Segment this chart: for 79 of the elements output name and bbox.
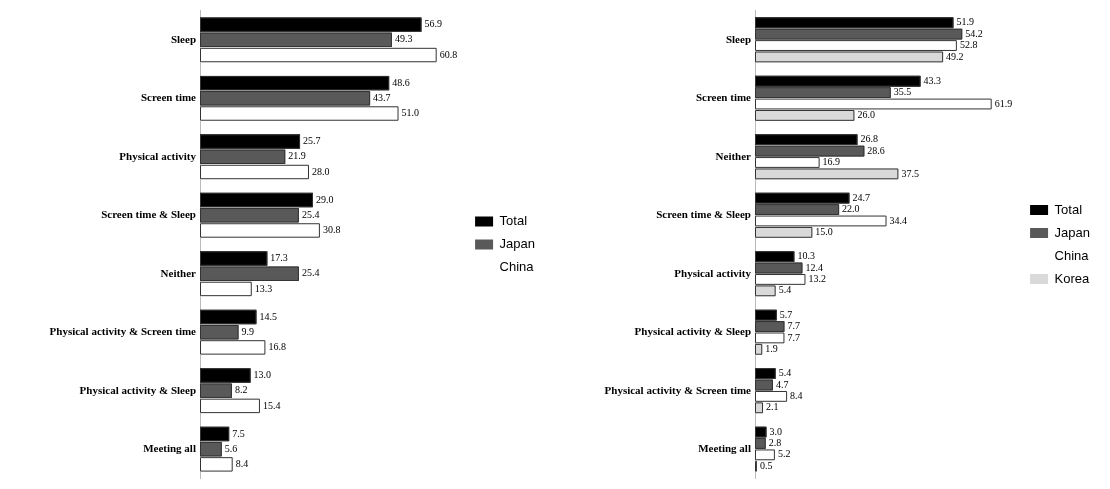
y-tick-label: Neither <box>715 149 752 162</box>
legend-label: Total <box>499 213 528 229</box>
data-label: 5.2 <box>777 448 791 460</box>
text: China <box>499 259 535 275</box>
data-label: 51.0 <box>401 107 420 119</box>
legend-label: Japan <box>1054 224 1090 240</box>
y-tick-label: Physical activity & Screen time <box>604 383 752 396</box>
y-tick-label: Meeting all <box>698 442 751 455</box>
data-label: 1.9 <box>765 342 778 354</box>
data-label: 13.2 <box>808 273 826 285</box>
legend-label: Total <box>1054 201 1083 217</box>
data-label: 56.9 <box>424 18 442 30</box>
data-label: 35.5 <box>893 86 912 98</box>
data-label: 8.4 <box>790 390 803 402</box>
data-label: 16.8 <box>268 341 286 353</box>
data-label: 7.7 <box>787 331 800 343</box>
data-label: 12.4 <box>805 261 823 273</box>
data-label: 37.5 <box>901 167 919 179</box>
data-label: 52.8 <box>959 39 978 51</box>
data-label: 28.6 <box>867 144 885 156</box>
data-label: 15.4 <box>262 399 281 411</box>
data-label: 9.9 <box>241 325 255 337</box>
data-label: 2.8 <box>768 437 782 449</box>
data-label: 17.3 <box>270 252 288 264</box>
data-label: 8.4 <box>235 457 249 469</box>
data-label: 13.0 <box>253 369 272 381</box>
data-label: 30.8 <box>322 224 341 236</box>
data-label: 25.7 <box>303 135 321 147</box>
data-label: 2.1 <box>766 401 779 413</box>
data-label: 34.4 <box>889 214 908 226</box>
data-label: 14.5 <box>259 310 277 322</box>
data-label: 49.2 <box>946 50 964 62</box>
data-label: 7.7 <box>787 320 800 332</box>
data-label: 8.2 <box>234 384 248 396</box>
data-label: 5.7 <box>779 308 793 320</box>
data-label: 5.4 <box>778 367 792 379</box>
data-label: 48.6 <box>392 76 410 88</box>
data-label: 3.0 <box>769 425 782 437</box>
data-label: 7.5 <box>232 427 245 439</box>
data-label: 60.8 <box>439 48 458 60</box>
data-label: 26.0 <box>857 109 875 121</box>
data-label: 24.7 <box>852 191 870 203</box>
y-tick-label: Neither <box>160 266 197 279</box>
data-label: 25.4 <box>301 267 320 279</box>
data-label: 4.7 <box>775 378 789 390</box>
y-tick-label: Sleep <box>725 32 751 45</box>
y-tick-label: Physical activity <box>119 149 197 162</box>
legend-label: Japan <box>499 236 535 252</box>
data-label: 5.6 <box>224 442 238 454</box>
data-label: 61.9 <box>994 97 1013 109</box>
data-label: 16.9 <box>822 156 841 168</box>
data-label: 54.2 <box>965 27 983 39</box>
data-label: 25.4 <box>301 208 320 220</box>
y-tick-label: Meeting all <box>143 442 196 455</box>
data-label: 5.4 <box>778 284 792 296</box>
data-label: 26.8 <box>860 133 878 145</box>
data-label: 21.9 <box>288 150 306 162</box>
data-label: 43.7 <box>373 91 391 103</box>
y-tick-label: Physical activity & Screen time <box>49 325 197 338</box>
y-tick-label: Screen time & Sleep <box>656 208 751 221</box>
y-tick-label: Screen time & Sleep <box>101 208 196 221</box>
y-tick-label: Sleep <box>170 32 196 45</box>
y-tick-label: Physical activity & Sleep <box>634 325 751 338</box>
data-label: 0.5 <box>759 459 773 471</box>
y-tick-label: Screen time <box>140 91 197 104</box>
data-label: 49.3 <box>394 33 413 45</box>
data-label: 15.0 <box>815 225 833 237</box>
y-tick-label: Physical activity <box>674 266 752 279</box>
y-tick-label: Screen time <box>695 91 752 104</box>
data-label: 29.0 <box>315 193 334 205</box>
data-label: 51.9 <box>956 16 974 28</box>
data-label: 43.3 <box>923 74 942 86</box>
data-label: 22.0 <box>842 203 860 215</box>
legend-label: Korea <box>1054 270 1091 286</box>
y-tick-label: Physical activity & Sleep <box>79 383 196 396</box>
data-label: 13.3 <box>254 282 273 294</box>
data-label: 28.0 <box>312 165 330 177</box>
data-label: 10.3 <box>797 250 815 262</box>
text: China <box>1054 247 1090 263</box>
